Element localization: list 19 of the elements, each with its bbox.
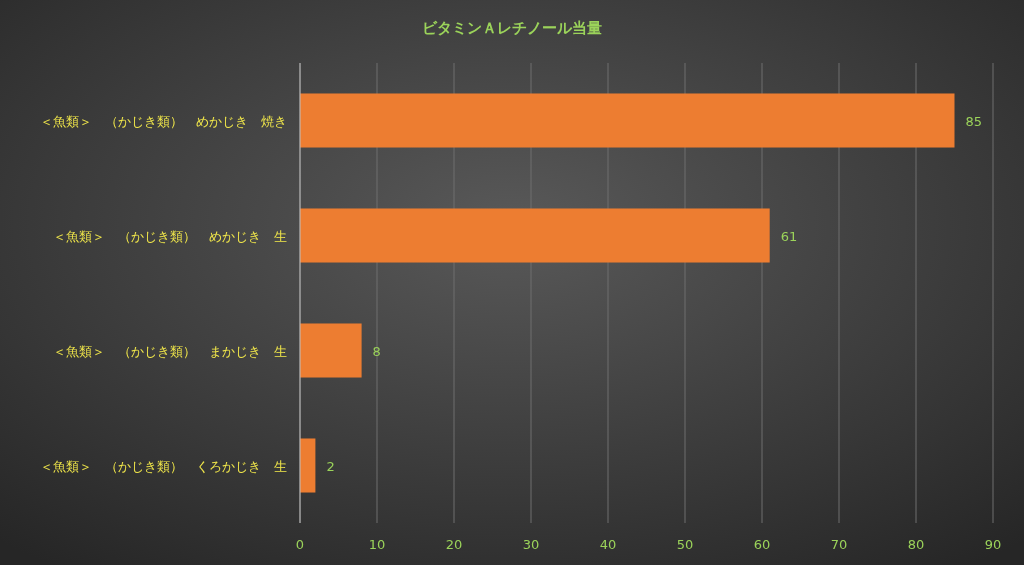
x-tick-label: 20 xyxy=(445,537,463,552)
x-tick-label: 0 xyxy=(295,537,305,552)
y-tick-label: ＜魚類＞ （かじき類） めかじき 焼き xyxy=(40,113,287,129)
data-label: 61 xyxy=(780,228,798,244)
x-tick-label: 40 xyxy=(599,537,617,552)
x-tick-label: 10 xyxy=(368,537,386,552)
x-tick-label: 30 xyxy=(522,537,540,552)
x-tick-label: 50 xyxy=(676,537,694,552)
data-label: 2 xyxy=(326,458,335,474)
data-label: 8 xyxy=(372,343,381,359)
chart-title: ビタミンＡレチノール当量 xyxy=(422,19,602,37)
y-tick-label: ＜魚類＞ （かじき類） めかじき 生 xyxy=(53,228,287,244)
x-tick-label: 80 xyxy=(907,537,925,552)
data-label: 85 xyxy=(965,113,983,129)
x-tick-label: 70 xyxy=(830,537,848,552)
y-tick-label: ＜魚類＞ （かじき類） くろかじき 生 xyxy=(40,458,287,474)
y-tick-label: ＜魚類＞ （かじき類） まかじき 生 xyxy=(53,343,287,359)
x-tick-label: 60 xyxy=(753,537,771,552)
x-tick-label: 90 xyxy=(984,537,1002,552)
